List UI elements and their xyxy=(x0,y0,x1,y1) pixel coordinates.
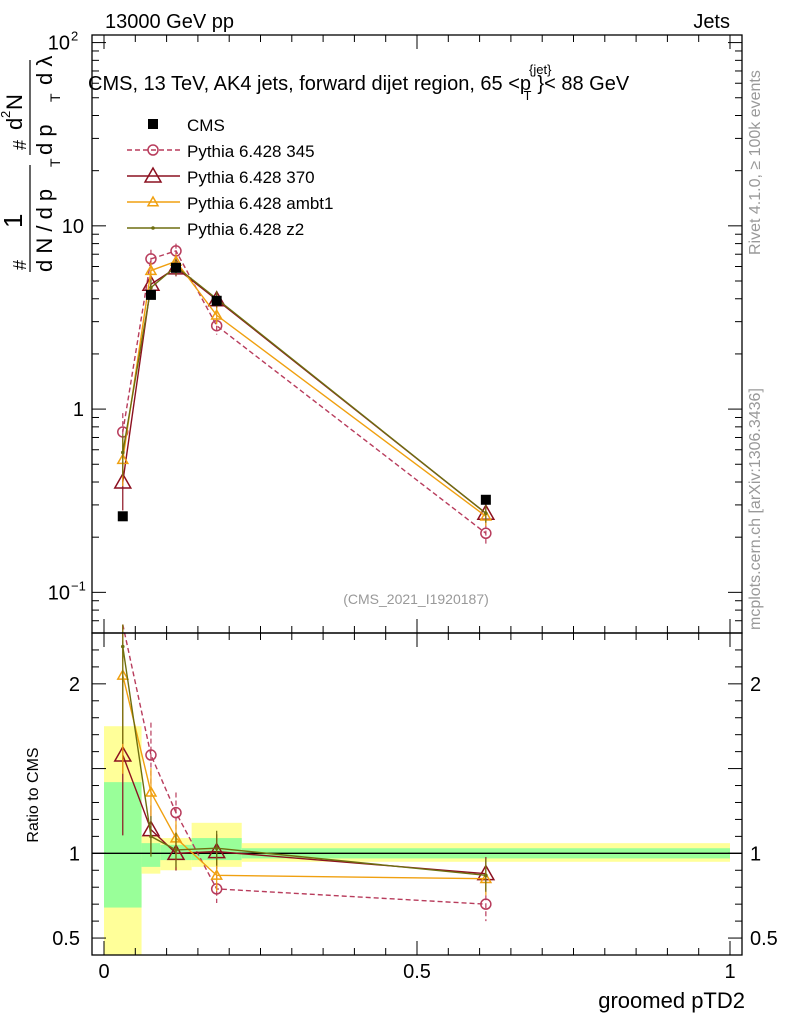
y-tick-exponent: 2 xyxy=(71,29,78,44)
data-marker xyxy=(148,119,158,129)
series-marker xyxy=(210,308,223,320)
chart-title: CMS, 13 TeV, AK4 jets, forward dijet reg… xyxy=(88,62,630,103)
data-points xyxy=(117,262,491,522)
series-marker xyxy=(210,868,223,880)
series-marker xyxy=(147,144,159,156)
ratio-bands xyxy=(92,726,742,955)
legend-entry-cms: CMS xyxy=(148,116,225,135)
rivet-label: Rivet 4.1.0, ≥ 100k events xyxy=(747,70,764,255)
ylabel-d: d xyxy=(2,118,27,130)
ratio-plot-frame xyxy=(91,632,743,956)
watermark: (CMS_2021_I1920187) xyxy=(343,591,489,607)
legend-label: Pythia 6.428 345 xyxy=(187,142,315,161)
series-marker xyxy=(151,226,155,230)
ratio-tick-label-left: 0.5 xyxy=(52,928,80,950)
series-marker xyxy=(144,264,158,276)
series-marker xyxy=(146,195,160,207)
y-tick-label: 10 xyxy=(48,582,70,604)
ratio-tick-label-right: 2 xyxy=(750,674,761,696)
legend-label: Pythia 6.428 ambt1 xyxy=(187,194,333,213)
series-marker xyxy=(480,527,492,540)
header-right: Jets xyxy=(693,11,730,33)
chart-title-tail: }< 88 GeV xyxy=(537,73,629,95)
x-tick-label: 0.5 xyxy=(403,961,431,983)
chart-title-sub: T xyxy=(523,88,531,103)
series-layer xyxy=(113,243,496,922)
data-marker xyxy=(211,295,222,306)
series-line xyxy=(122,260,487,517)
series-marker xyxy=(484,511,488,516)
ylabel-hash2: # xyxy=(10,140,30,150)
mcplots-label: mcplots.cern.ch [arXiv:1306.3436] xyxy=(747,388,764,630)
ylabel-dp: d p xyxy=(32,124,57,155)
data-marker xyxy=(145,289,156,300)
series-marker xyxy=(144,785,158,797)
series-pythia-6-428-370 xyxy=(113,258,496,891)
y-tick-exponent: −1 xyxy=(71,578,86,593)
legend-entry: Pythia 6.428 370 xyxy=(127,166,315,187)
y-tick-label: 10 xyxy=(62,216,84,238)
header-left: 13000 GeV pp xyxy=(105,11,234,33)
ratio-tick-label-left: 1 xyxy=(69,843,80,865)
ylabel-sub-t1: T xyxy=(47,158,63,167)
ylabel-one: 1 xyxy=(0,214,28,228)
series-marker xyxy=(149,285,153,290)
chart-title-main: CMS, 13 TeV, AK4 jets, forward dijet reg… xyxy=(88,73,531,95)
legend: CMS Pythia 6.428 345 Pythia 6.428 370 Pythi… xyxy=(127,116,333,239)
series-marker xyxy=(174,848,178,852)
series-marker xyxy=(143,166,163,183)
ylabel-sub-t2: T xyxy=(47,93,63,102)
legend-label: Pythia 6.428 z2 xyxy=(187,220,304,239)
ylabel-n: N xyxy=(2,94,27,110)
series-marker xyxy=(149,834,153,839)
series-marker xyxy=(113,472,133,489)
series-marker xyxy=(120,644,125,649)
x-tick-label: 0 xyxy=(98,961,109,983)
series-marker xyxy=(170,806,182,819)
legend-entry: Pythia 6.428 ambt1 xyxy=(127,194,333,213)
y-tick-label: 1 xyxy=(73,399,84,421)
legend-entry: Pythia 6.428 345 xyxy=(127,142,315,161)
ylabel-dn-dp: d N / d p xyxy=(32,189,57,272)
x-tick-label: 1 xyxy=(724,961,735,983)
data-marker xyxy=(117,511,128,522)
series-marker xyxy=(120,450,125,455)
data-marker xyxy=(170,262,181,273)
series-marker xyxy=(484,873,488,878)
series-marker xyxy=(480,898,492,910)
ratio-tick-label-right: 1 xyxy=(750,843,761,865)
legend-label: CMS xyxy=(187,116,225,135)
y-axis-label: # 1 d N / d p T # d 2 N d p T d λ xyxy=(0,56,63,272)
chart-title-sup: {jet} xyxy=(529,62,552,77)
series-marker xyxy=(145,749,157,761)
series-pythia-6-428-ambt1 xyxy=(116,254,493,896)
y-tick-label: 10 xyxy=(48,33,70,55)
ylabel-dlambda: d λ xyxy=(32,56,57,85)
series-pythia-6-428-345 xyxy=(117,243,492,922)
legend-entry: Pythia 6.428 z2 xyxy=(127,220,304,239)
ratio-tick-label-left: 2 xyxy=(69,674,80,696)
ratio-y-label: Ratio to CMS xyxy=(25,747,42,842)
legend-label: Pythia 6.428 370 xyxy=(187,168,315,187)
x-axis-label: groomed pTD2 xyxy=(598,988,745,1013)
series-line xyxy=(122,250,487,534)
ylabel-hash1: # xyxy=(10,260,30,270)
ratio-tick-label-right: 0.5 xyxy=(750,928,778,950)
data-marker xyxy=(480,494,491,505)
series-marker xyxy=(214,846,219,851)
ylabel-sup2: 2 xyxy=(0,111,13,118)
